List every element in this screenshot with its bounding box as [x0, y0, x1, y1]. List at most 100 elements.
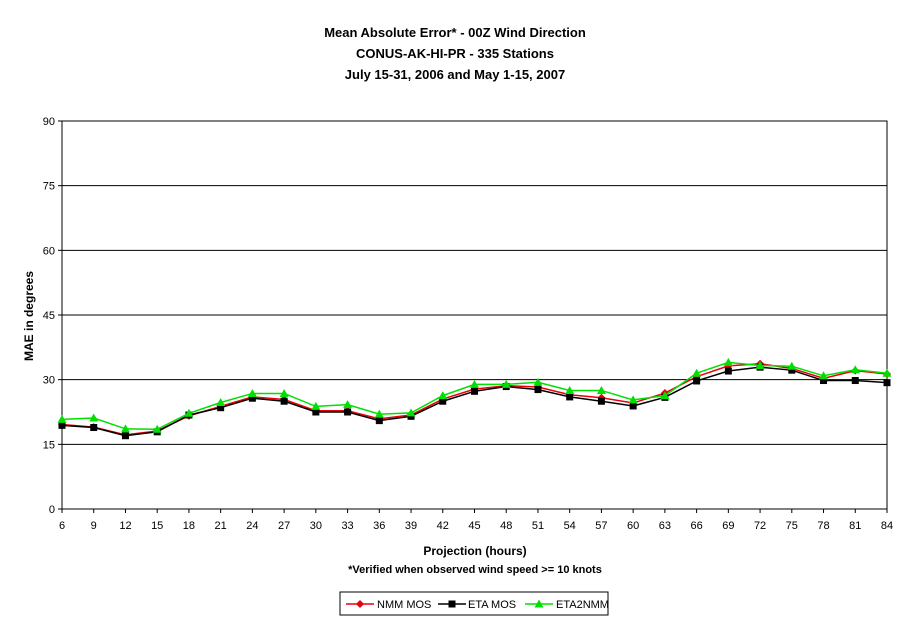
- data-point-eta2nmm: [406, 408, 416, 417]
- data-point-eta-mos: [820, 377, 828, 385]
- data-point-eta2nmm: [501, 379, 511, 388]
- x-tick-label: 63: [659, 520, 671, 532]
- data-point-eta2nmm: [533, 377, 543, 386]
- legend-item-eta2nmm: ETA2NMM: [525, 599, 609, 611]
- data-point-eta-mos: [280, 397, 288, 405]
- x-tick-label: 18: [183, 520, 195, 532]
- x-tick-label: 78: [817, 520, 829, 532]
- x-tick-label: 75: [786, 520, 798, 532]
- data-point-eta2nmm: [184, 408, 194, 417]
- data-point-eta2nmm: [279, 388, 289, 397]
- data-point-eta2nmm: [819, 371, 829, 380]
- x-tick-label: 69: [722, 520, 734, 532]
- x-tick-label: 39: [405, 520, 417, 532]
- series-line-eta2nmm: [61, 361, 888, 430]
- data-point-eta-mos: [312, 408, 320, 416]
- x-tick-label: 27: [278, 520, 290, 532]
- series-eta-mos: [58, 363, 891, 440]
- y-tick-label: 60: [43, 245, 55, 257]
- data-point-eta-mos: [883, 379, 891, 387]
- y-tick-label: 90: [43, 116, 55, 128]
- y-axis-label: MAE in degrees: [22, 271, 36, 361]
- data-point-eta2nmm: [565, 385, 575, 394]
- x-tick-label: 15: [151, 520, 163, 532]
- legend-marker-nmm: [356, 600, 364, 608]
- data-point-eta2nmm: [755, 360, 765, 369]
- x-tick-label: 66: [690, 520, 702, 532]
- data-point-eta2nmm: [470, 379, 479, 388]
- x-tick-label: 72: [754, 520, 766, 532]
- data-point-eta-mos: [471, 387, 478, 395]
- data-point-eta2nmm: [120, 424, 130, 433]
- legend-item-nmm: NMM MOS: [346, 599, 431, 611]
- x-tick-label: 36: [373, 520, 385, 532]
- y-tick-label: 45: [43, 310, 55, 322]
- data-point-eta2nmm: [628, 395, 638, 404]
- data-point-eta-mos: [375, 417, 383, 425]
- data-point-eta-mos: [121, 432, 129, 440]
- chart-subtitle: CONUS-AK-HI-PR - 335 Stations: [356, 46, 554, 61]
- x-tick-label: 30: [310, 520, 322, 532]
- y-axis-ticks: 0 15 30 45 60 75 90: [43, 116, 62, 516]
- data-point-eta2nmm: [343, 400, 353, 409]
- y-tick-label: 0: [49, 504, 55, 516]
- data-point-eta2nmm: [596, 385, 606, 394]
- data-point-eta2nmm: [57, 414, 67, 423]
- data-point-eta2nmm: [882, 368, 892, 377]
- data-point-eta2nmm: [216, 398, 226, 407]
- data-point-eta2nmm: [311, 401, 321, 410]
- chart-subtitle-dates: July 15-31, 2006 and May 1-15, 2007: [345, 67, 565, 82]
- data-point-eta-mos: [851, 377, 859, 385]
- series-eta2nmm: [57, 357, 892, 433]
- x-tick-label: 21: [215, 520, 227, 532]
- data-point-eta2nmm: [692, 368, 702, 377]
- data-point-eta2nmm: [247, 388, 257, 397]
- data-point-eta-mos: [788, 366, 796, 374]
- data-point-eta2nmm: [723, 357, 733, 366]
- x-tick-label: 57: [595, 520, 607, 532]
- data-point-eta-mos: [597, 397, 605, 405]
- chart-title: Mean Absolute Error* - 00Z Wind Directio…: [324, 25, 586, 40]
- data-point-eta2nmm: [660, 391, 670, 400]
- y-tick-label: 75: [43, 181, 55, 193]
- data-point-eta-mos: [534, 386, 542, 394]
- legend-item-eta: ETA MOS: [438, 599, 516, 611]
- x-tick-label: 81: [849, 520, 861, 532]
- x-tick-label: 54: [564, 520, 576, 532]
- data-point-eta2nmm: [152, 424, 162, 433]
- y-tick-label: 30: [43, 375, 55, 387]
- grid-lines: [62, 185, 887, 445]
- legend-marker-eta: [448, 600, 456, 608]
- x-tick-label: 51: [532, 520, 544, 532]
- data-point-eta2nmm: [89, 413, 99, 422]
- x-axis-label: Projection (hours): [423, 544, 526, 558]
- data-point-eta-mos: [90, 424, 98, 432]
- data-point-eta2nmm: [438, 391, 448, 400]
- legend-box: [339, 591, 609, 616]
- x-tick-label: 84: [881, 520, 893, 532]
- legend-marker-eta2nmm: [534, 599, 544, 608]
- legend-label-nmm: NMM MOS: [377, 599, 431, 611]
- x-tick-label: 45: [468, 520, 480, 532]
- data-point-eta-mos: [439, 397, 447, 405]
- x-tick-label: 60: [627, 520, 639, 532]
- verification-note: *Verified when observed wind speed >= 10…: [348, 564, 602, 576]
- series-nmm-mos: [58, 359, 891, 439]
- x-tick-label: 48: [500, 520, 512, 532]
- y-tick-label: 15: [43, 439, 55, 451]
- series-line-eta-mos: [61, 366, 888, 437]
- data-point-eta-mos: [566, 393, 574, 401]
- data-point-eta-mos: [724, 367, 732, 375]
- x-axis-ticks: 6 9 12 15 18 21 24 27 30 33 36 39 42 45 48 51 54 57 60 63 66…: [59, 509, 893, 532]
- data-point-eta-mos: [693, 377, 701, 385]
- x-tick-label: 42: [437, 520, 449, 532]
- data-point-eta2nmm: [787, 361, 797, 370]
- legend-label-eta2nmm: ETA2NMM: [556, 599, 609, 611]
- x-tick-label: 6: [59, 520, 65, 532]
- data-point-eta-mos: [629, 402, 637, 410]
- data-point-eta-mos: [58, 421, 66, 429]
- series-line-nmm-mos: [61, 362, 888, 436]
- x-tick-label: 12: [119, 520, 131, 532]
- x-tick-label: 9: [91, 520, 97, 532]
